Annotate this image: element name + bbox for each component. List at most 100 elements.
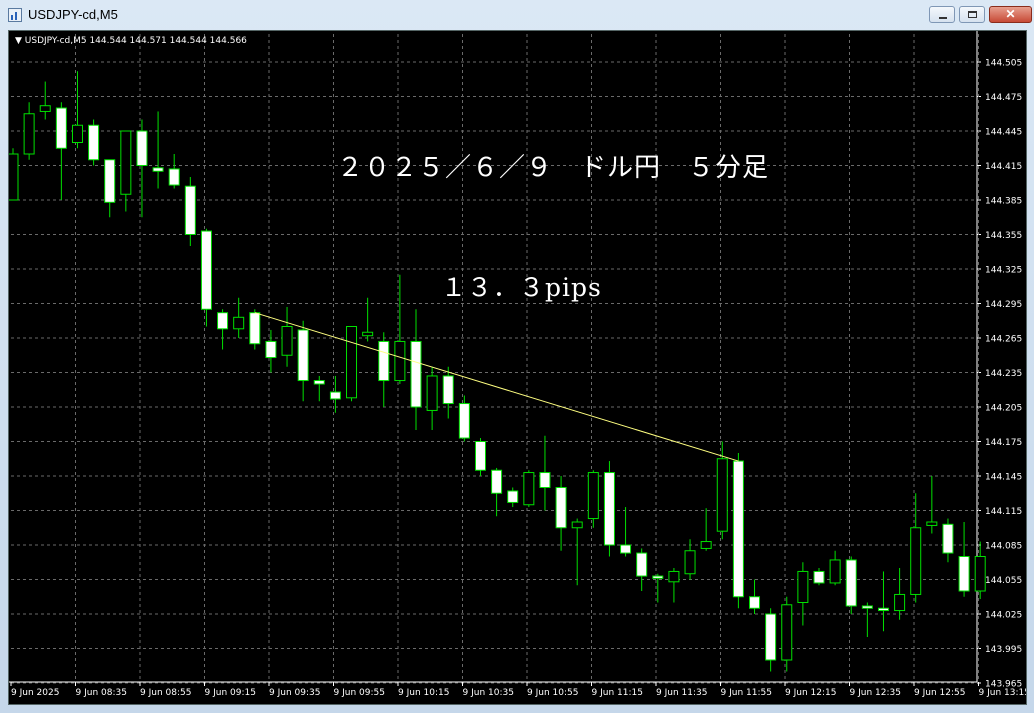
chart-annotation-pips: １３．３pips [441,273,602,302]
candle-body[interactable] [474,441,486,471]
time-tick-label: 9 Jun 08:55 [140,688,191,698]
title-bar[interactable]: USDJPY-cd,M5 ✕ [0,0,1034,30]
time-tick-label: 9 Jun 12:15 [785,688,836,698]
candle-body[interactable] [23,113,35,155]
candle-body[interactable] [233,316,245,330]
time-tick-label: 9 Jun 11:55 [721,688,772,698]
price-tick-label: 144.445 [985,128,1022,138]
candle-body[interactable] [974,556,986,592]
candle-body[interactable] [877,607,889,612]
candle-body[interactable] [426,375,438,411]
candle-body[interactable] [958,556,970,592]
candle-body[interactable] [684,550,696,575]
candle-body[interactable] [716,458,728,532]
candle-body[interactable] [297,329,309,382]
candle-body[interactable] [829,559,841,584]
candle-body[interactable] [571,521,583,529]
candle-body[interactable] [603,472,615,546]
candle-body[interactable] [668,570,680,583]
time-tick-label: 9 Jun 10:15 [398,688,449,698]
candle-body[interactable] [797,570,809,604]
candle-body[interactable] [313,380,325,385]
price-tick-label: 144.355 [985,231,1022,241]
candle-body[interactable] [281,326,293,356]
candle-body[interactable] [749,596,761,609]
candle-body[interactable] [104,159,116,203]
price-tick-label: 144.325 [985,266,1022,276]
time-tick-label: 9 Jun 12:55 [914,688,965,698]
price-tick-label: 144.505 [985,59,1022,69]
candle-body[interactable] [458,403,470,439]
price-tick-label: 144.235 [985,369,1022,379]
candle-body[interactable] [523,472,535,506]
price-tick-label: 144.295 [985,300,1022,310]
candle-body[interactable] [136,130,148,166]
candle-body[interactable] [910,527,922,595]
chart-app-icon [8,8,22,22]
maximize-button[interactable] [959,6,985,23]
restore-icon [960,7,984,22]
time-tick-label: 9 Jun 11:35 [656,688,707,698]
candle-body[interactable] [442,375,454,405]
candle-body[interactable] [942,523,954,554]
candle-body[interactable] [39,105,51,112]
candle-body[interactable] [265,340,277,359]
candle-body[interactable] [620,544,632,554]
price-tick-label: 144.205 [985,404,1022,414]
candle-body[interactable] [217,312,229,330]
time-tick-label: 9 Jun 08:35 [76,688,127,698]
price-tick-label: 144.265 [985,335,1022,345]
candle-body[interactable] [781,604,793,661]
candle-body[interactable] [732,460,744,598]
window-title: USDJPY-cd,M5 [28,7,118,22]
candle-body[interactable] [845,559,857,607]
candle-body[interactable] [184,185,196,235]
minimize-button[interactable] [929,6,955,23]
chart-area[interactable]: 144.505 144.475 144.445 144.415 144.385 144.3… [8,30,1027,705]
candle-body[interactable] [249,312,261,345]
candle-body[interactable] [152,167,164,172]
candle-body[interactable] [410,340,422,408]
candle-body[interactable] [700,541,712,549]
candle-body[interactable] [378,340,390,382]
candle-body[interactable] [120,130,132,195]
symbol-info-label: ▼ USDJPY-cd,M5 144.544 144.571 144.544 1… [15,36,247,46]
candle-body[interactable] [394,340,406,382]
candle-body[interactable] [55,107,67,149]
candle-body[interactable] [346,326,358,399]
candle-body[interactable] [329,391,341,400]
candle-body[interactable] [926,521,938,526]
price-tick-label: 144.475 [985,93,1022,103]
candle-body[interactable] [491,469,503,494]
candle-body[interactable] [894,593,906,612]
candle-body[interactable] [765,613,777,661]
candle-body[interactable] [652,575,664,579]
candle-body[interactable] [168,168,180,186]
candle-body[interactable] [813,570,825,584]
candle-body[interactable] [88,124,100,161]
price-tick-label: 143.995 [985,645,1022,655]
candle-body[interactable] [362,331,374,337]
close-icon: ✕ [1005,7,1016,21]
candle-body[interactable] [587,472,599,520]
candlestick-chart[interactable]: 144.505 144.475 144.445 144.415 144.385 144.3… [9,31,1026,704]
candle-body[interactable] [9,153,19,201]
time-tick-label: 9 Jun 2025 [11,688,59,698]
close-button[interactable]: ✕ [989,6,1032,23]
time-tick-label: 9 Jun 09:35 [269,688,320,698]
candle-body[interactable] [555,487,567,529]
candle-body[interactable] [636,552,648,577]
price-tick-label: 144.115 [985,507,1022,517]
price-tick-label: 144.085 [985,542,1022,552]
candle-body[interactable] [539,472,551,488]
candle-body[interactable] [200,230,212,310]
trendline[interactable] [254,312,739,462]
candle-body[interactable] [71,124,83,143]
price-tick-label: 144.025 [985,611,1022,621]
time-tick-label: 9 Jun 09:55 [334,688,385,698]
price-tick-label: 144.055 [985,576,1022,586]
price-tick-label: 144.385 [985,197,1022,207]
candle-body[interactable] [507,490,519,503]
candle-body[interactable] [861,605,873,609]
